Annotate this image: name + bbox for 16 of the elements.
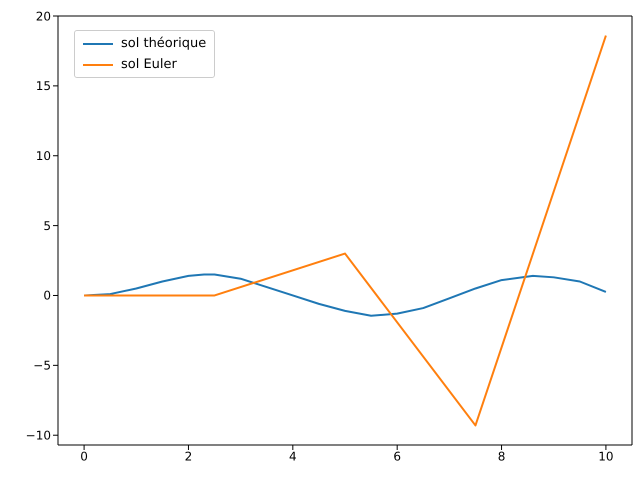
y-tick-label: −5 <box>33 358 51 373</box>
y-tick-label: −10 <box>26 428 51 442</box>
y-tick-label: 20 <box>36 9 51 24</box>
y-tick-label: 0 <box>43 288 51 303</box>
x-tick-label: 4 <box>289 450 297 464</box>
legend-label: sol Euler <box>121 56 177 74</box>
y-tick-label: 10 <box>36 149 51 163</box>
x-tick-label: 10 <box>598 450 614 464</box>
x-tick-label: 8 <box>498 450 506 464</box>
x-tick-label: 6 <box>393 450 401 464</box>
line-series <box>83 34 607 426</box>
x-tick-label: 2 <box>184 450 192 464</box>
y-tick-label: 5 <box>43 218 51 233</box>
x-tick-label: 0 <box>80 450 88 464</box>
legend-label: sol théorique <box>121 35 206 53</box>
y-tick-label: 15 <box>36 79 51 94</box>
